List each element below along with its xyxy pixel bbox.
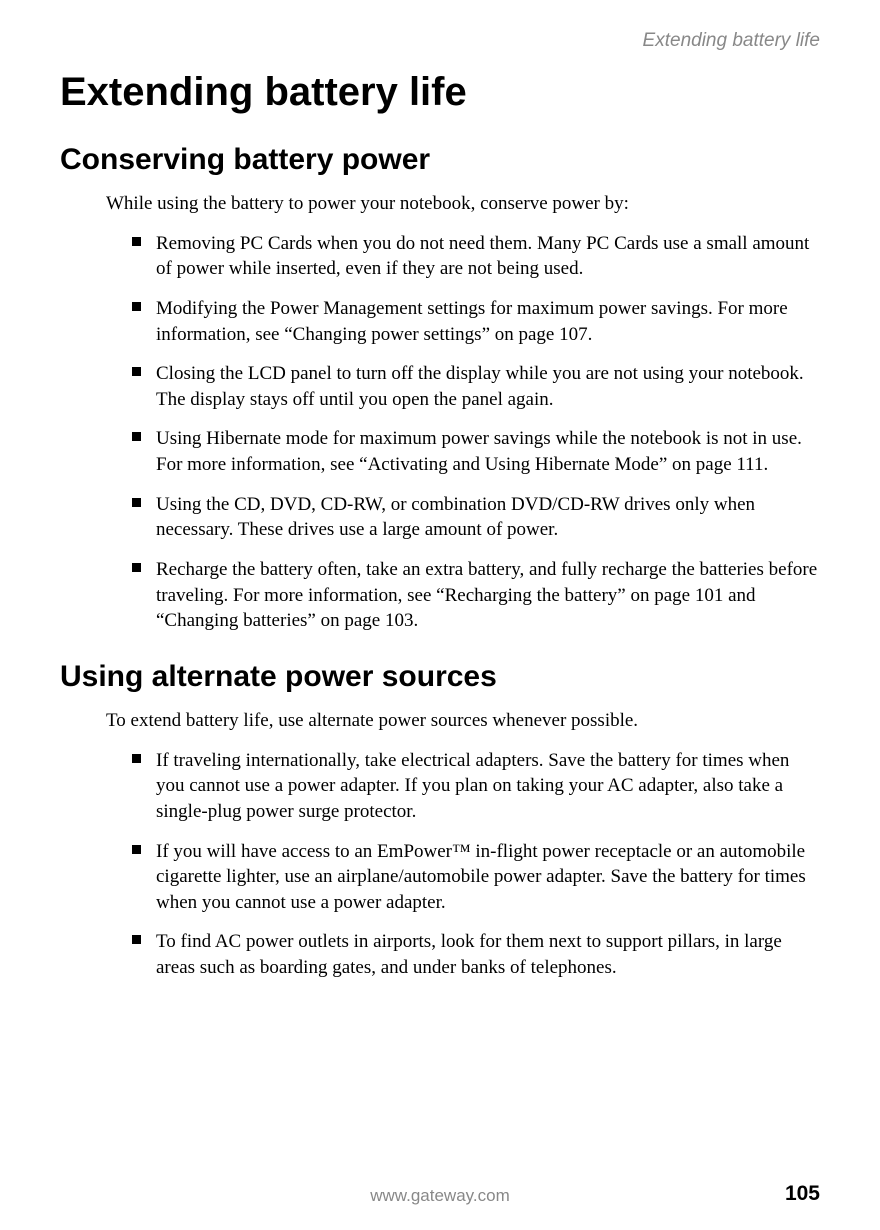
- list-item-text: Using the CD, DVD, CD-RW, or combination…: [156, 494, 755, 541]
- list-item: Using Hibernate mode for maximum power s…: [60, 426, 820, 477]
- footer-url: www.gateway.com: [370, 1186, 510, 1205]
- page: Extending battery life Extending battery…: [0, 0, 880, 1230]
- list-item-text: If you will have access to an EmPower™ i…: [156, 841, 806, 913]
- page-title: Extending battery life: [60, 70, 820, 115]
- bullet-list-alternate: If traveling internationally, take elect…: [60, 748, 820, 981]
- square-bullet-icon: [132, 367, 141, 376]
- list-item-text: If traveling internationally, take elect…: [156, 750, 789, 822]
- list-item: Using the CD, DVD, CD-RW, or combination…: [60, 492, 820, 543]
- list-item-text: To find AC power outlets in airports, lo…: [156, 931, 782, 978]
- list-item-text: Closing the LCD panel to turn off the di…: [156, 363, 804, 410]
- list-item-text: Using Hibernate mode for maximum power s…: [156, 428, 802, 475]
- list-item: If you will have access to an EmPower™ i…: [60, 839, 820, 916]
- list-item: Recharge the battery often, take an extr…: [60, 557, 820, 634]
- square-bullet-icon: [132, 498, 141, 507]
- square-bullet-icon: [132, 935, 141, 944]
- square-bullet-icon: [132, 845, 141, 854]
- section-heading-conserving: Conserving battery power: [60, 143, 820, 177]
- square-bullet-icon: [132, 563, 141, 572]
- list-item: Modifying the Power Management settings …: [60, 296, 820, 347]
- square-bullet-icon: [132, 754, 141, 763]
- list-item: Removing PC Cards when you do not need t…: [60, 231, 820, 282]
- section-intro: While using the battery to power your no…: [106, 191, 820, 217]
- list-item: To find AC power outlets in airports, lo…: [60, 929, 820, 980]
- square-bullet-icon: [132, 302, 141, 311]
- bullet-list-conserving: Removing PC Cards when you do not need t…: [60, 231, 820, 634]
- footer: www.gateway.com: [0, 1186, 880, 1206]
- list-item: If traveling internationally, take elect…: [60, 748, 820, 825]
- list-item: Closing the LCD panel to turn off the di…: [60, 361, 820, 412]
- list-item-text: Removing PC Cards when you do not need t…: [156, 233, 809, 280]
- list-item-text: Recharge the battery often, take an extr…: [156, 559, 817, 631]
- section-intro: To extend battery life, use alternate po…: [106, 708, 820, 734]
- section-heading-alternate: Using alternate power sources: [60, 660, 820, 694]
- square-bullet-icon: [132, 237, 141, 246]
- square-bullet-icon: [132, 432, 141, 441]
- running-header: Extending battery life: [60, 30, 820, 52]
- list-item-text: Modifying the Power Management settings …: [156, 298, 788, 345]
- footer-page-number: 105: [785, 1182, 820, 1206]
